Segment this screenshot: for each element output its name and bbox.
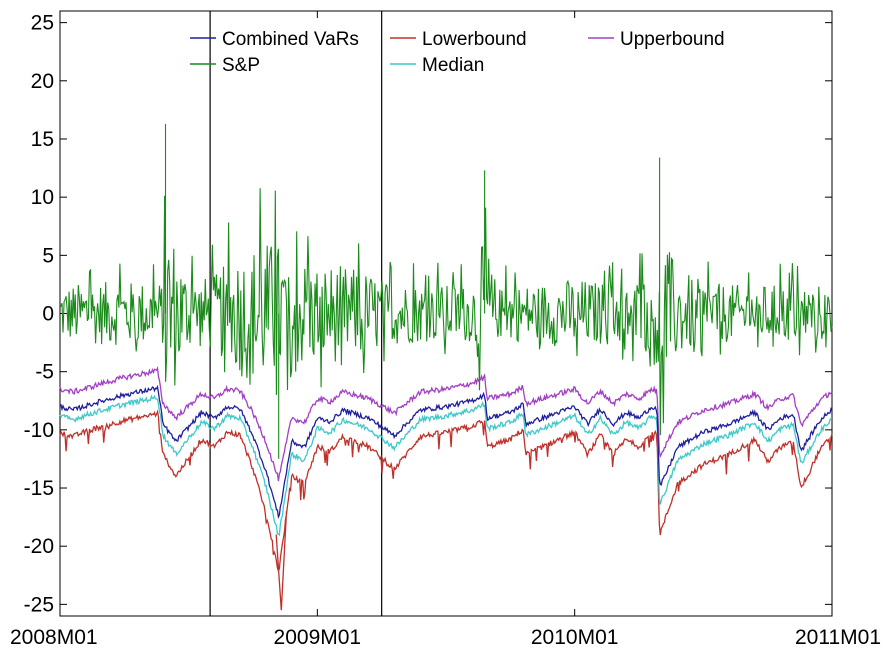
y-axis: -25 -20 -15 -10 -5 0 5 10 15 20 25 (24, 12, 832, 616)
legend-label: S&P (222, 55, 260, 76)
vertical-markers (209, 11, 383, 616)
y-tick-label: -25 (24, 593, 54, 616)
x-axis: 2008M01 2009M01 2010M01 2011M01 (10, 11, 881, 649)
legend: Combined VaRs Lowerbound Upperbound S&P Medi… (190, 29, 725, 76)
series-line-sp (59, 123, 833, 459)
legend-label: Combined VaRs (222, 29, 359, 50)
series-layer (59, 123, 833, 611)
x-tick-label: 2008M01 (10, 626, 98, 649)
series-line-lowerbound (59, 409, 833, 611)
x-tick-label: 2011M01 (795, 626, 881, 649)
y-tick-label: -15 (24, 477, 54, 500)
series-line-median (59, 394, 833, 537)
y-tick-label: -20 (24, 535, 54, 558)
y-tick-label: 10 (31, 186, 54, 209)
x-tick-label: 2009M01 (274, 626, 362, 649)
legend-label: Lowerbound (422, 29, 527, 50)
x-tick-label: 2010M01 (531, 626, 619, 649)
y-tick-label: -10 (24, 419, 54, 442)
legend-label: Median (422, 55, 484, 76)
y-tick-label: -5 (35, 361, 54, 384)
series-line-upperbound (59, 365, 833, 482)
series-line-combined-vars (59, 384, 833, 520)
y-tick-label: 5 (42, 244, 54, 267)
y-tick-label: 15 (31, 128, 54, 151)
y-tick-label: 0 (42, 303, 54, 326)
y-tick-label: 25 (31, 12, 54, 35)
legend-label: Upperbound (620, 29, 725, 50)
y-tick-label: 20 (31, 70, 54, 93)
